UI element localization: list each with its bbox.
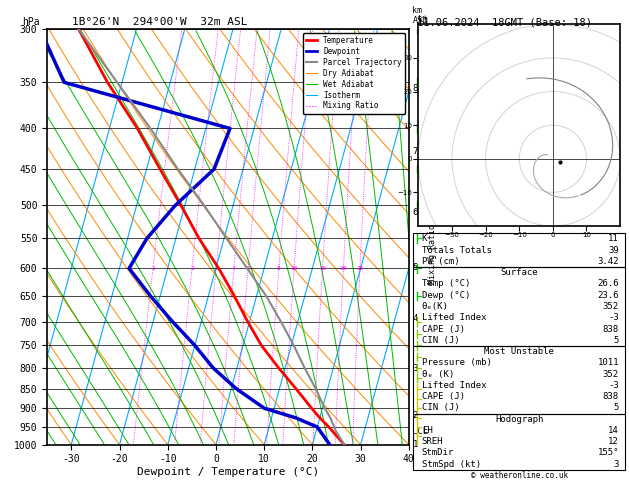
Text: 4: 4 [232,266,236,271]
Text: -3: -3 [608,381,619,390]
Text: θₑ (K): θₑ (K) [421,370,454,379]
Text: 1011: 1011 [598,358,619,367]
Text: 3: 3 [613,460,619,469]
Text: CAPE (J): CAPE (J) [421,392,465,401]
Text: 7: 7 [413,147,418,156]
Text: Pressure (mb): Pressure (mb) [421,358,492,367]
Text: 14: 14 [608,426,619,435]
Text: 2: 2 [190,266,194,271]
Text: 12: 12 [608,437,619,446]
Text: 352: 352 [603,302,619,311]
Text: 1: 1 [151,266,155,271]
Text: 39: 39 [608,246,619,255]
Text: Lifted Index: Lifted Index [421,381,486,390]
Text: 4: 4 [413,314,418,323]
Text: 5: 5 [246,266,250,271]
Text: 11: 11 [608,234,619,243]
Text: CAPE (J): CAPE (J) [421,325,465,333]
Text: 1B°26'N  294°00'W  32m ASL: 1B°26'N 294°00'W 32m ASL [72,17,248,27]
Text: SREH: SREH [421,437,443,446]
Text: 11.06.2024  18GMT (Base: 18): 11.06.2024 18GMT (Base: 18) [417,17,592,27]
X-axis label: Dewpoint / Temperature (°C): Dewpoint / Temperature (°C) [137,467,319,477]
Text: StmDir: StmDir [421,449,454,457]
Text: PW (cm): PW (cm) [421,257,459,266]
Text: StmSpd (kt): StmSpd (kt) [421,460,481,469]
Legend: Temperature, Dewpoint, Parcel Trajectory, Dry Adiabat, Wet Adiabat, Isotherm, Mi: Temperature, Dewpoint, Parcel Trajectory… [303,33,405,114]
Text: 3: 3 [413,364,418,373]
Text: 26.6: 26.6 [598,279,619,289]
Text: 2: 2 [413,412,418,420]
Text: Most Unstable: Most Unstable [484,347,554,356]
Text: Dewp (°C): Dewp (°C) [421,291,470,300]
Text: km
ASL: km ASL [413,6,428,25]
Text: 10: 10 [291,266,298,271]
Text: 1: 1 [413,440,418,449]
Bar [413,267,625,346]
Bar [413,414,625,470]
Text: 838: 838 [603,325,619,333]
Text: EH: EH [421,426,433,435]
Text: CIN (J): CIN (J) [421,403,459,413]
Text: 15: 15 [319,266,326,271]
Text: 5: 5 [613,336,619,345]
Text: 5: 5 [613,403,619,413]
Text: Totals Totals: Totals Totals [421,246,492,255]
Text: Lifted Index: Lifted Index [421,313,486,322]
Text: Temp (°C): Temp (°C) [421,279,470,289]
Text: 155°: 155° [598,449,619,457]
Text: 352: 352 [603,370,619,379]
Text: 8: 8 [277,266,281,271]
Text: LCL: LCL [413,427,428,436]
Text: θₑ(K): θₑ(K) [421,302,448,311]
Text: © weatheronline.co.uk: © weatheronline.co.uk [470,471,568,480]
Text: 5: 5 [413,263,418,272]
Text: 3.42: 3.42 [598,257,619,266]
Text: -3: -3 [608,313,619,322]
Text: 8: 8 [413,84,418,93]
Bar [413,346,625,414]
Text: 20: 20 [340,266,347,271]
Text: 838: 838 [603,392,619,401]
Text: Hodograph: Hodograph [495,415,543,424]
Text: 6: 6 [413,208,418,217]
Text: kt: kt [418,15,428,24]
Text: hPa: hPa [22,17,40,27]
Text: 3: 3 [214,266,218,271]
Text: Mixing Ratio (g/kg): Mixing Ratio (g/kg) [428,190,437,284]
Text: CIN (J): CIN (J) [421,336,459,345]
Text: 25: 25 [356,266,364,271]
Text: 23.6: 23.6 [598,291,619,300]
Text: K: K [421,234,427,243]
Bar [413,233,625,267]
Text: Surface: Surface [501,268,538,277]
